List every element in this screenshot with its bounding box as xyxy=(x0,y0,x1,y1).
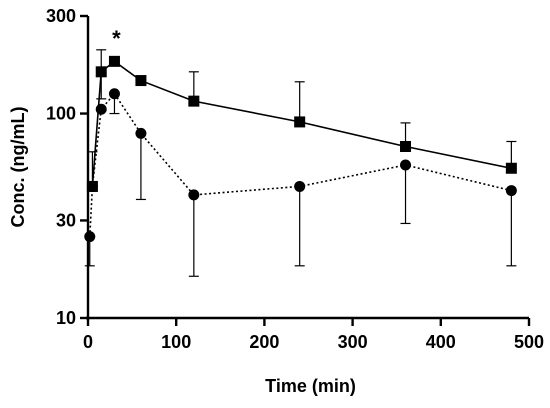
data-point-circle xyxy=(95,103,107,115)
data-point-square xyxy=(108,55,120,67)
data-point-circle xyxy=(108,88,120,100)
series-layer: * xyxy=(84,26,517,277)
data-point-square xyxy=(188,95,200,107)
data-point-square xyxy=(135,75,147,87)
y-axis-title: Conc. (ng/mL) xyxy=(8,107,28,228)
significance-annotation: * xyxy=(112,26,121,51)
data-point-circle xyxy=(135,127,147,139)
data-point-square xyxy=(294,116,306,128)
y-tick-label: 30 xyxy=(56,210,76,230)
data-point-square xyxy=(400,140,412,152)
data-point-square xyxy=(505,162,517,174)
axes: 10 30 100 300 0 100 200 300 400 500 xyxy=(46,6,544,352)
x-tick-label: 300 xyxy=(338,332,368,352)
x-tick-label: 500 xyxy=(514,332,544,352)
x-tick-label: 200 xyxy=(249,332,279,352)
series-square xyxy=(86,49,517,192)
x-axis-title: Time (min) xyxy=(265,376,356,396)
x-tick-label: 100 xyxy=(161,332,191,352)
y-tick-label: 100 xyxy=(46,104,76,124)
data-point-circle xyxy=(84,231,96,243)
data-point-circle xyxy=(505,185,517,197)
data-point-circle xyxy=(294,180,306,192)
data-point-square xyxy=(95,66,107,78)
data-point-circle xyxy=(188,189,200,201)
x-tick-label: 0 xyxy=(83,332,93,352)
x-tick-label: 400 xyxy=(426,332,456,352)
y-tick-label: 300 xyxy=(46,6,76,26)
data-point-circle xyxy=(400,159,412,171)
data-point-circle xyxy=(86,180,98,192)
y-tick-label: 10 xyxy=(56,308,76,328)
series-circle xyxy=(84,88,517,277)
series-line xyxy=(89,92,512,237)
